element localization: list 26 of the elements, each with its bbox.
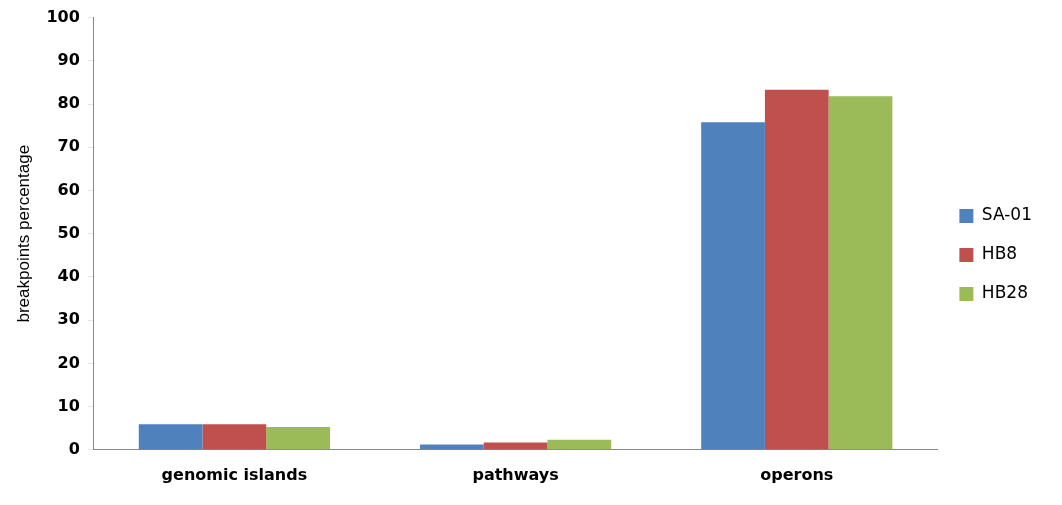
y-tick-label: 30 bbox=[57, 309, 80, 329]
bar bbox=[701, 122, 765, 450]
legend-label: SA-01 bbox=[981, 204, 1033, 225]
y-tick-label: 20 bbox=[57, 352, 80, 372]
y-tick-label: 0 bbox=[68, 438, 80, 458]
bar bbox=[828, 96, 893, 450]
x-tick-label: operons bbox=[760, 464, 834, 484]
y-tick-label: 60 bbox=[57, 179, 80, 199]
y-tick-label: 80 bbox=[57, 93, 80, 113]
bar bbox=[202, 424, 267, 450]
bar bbox=[138, 424, 203, 450]
bar bbox=[764, 89, 829, 450]
legend-label: HB28 bbox=[981, 282, 1028, 303]
bar bbox=[483, 442, 548, 450]
y-tick-label: 10 bbox=[57, 395, 80, 415]
y-axis-title: breakpoints percentage bbox=[13, 144, 33, 323]
y-tick-label: 90 bbox=[57, 49, 80, 69]
bar bbox=[266, 426, 330, 450]
y-tick-label: 100 bbox=[46, 6, 80, 26]
x-tick-label: genomic islands bbox=[161, 464, 308, 484]
x-tick-label: pathways bbox=[472, 464, 559, 484]
legend-label: HB8 bbox=[981, 243, 1018, 264]
y-tick-label: 50 bbox=[57, 222, 80, 242]
y-tick-label: 40 bbox=[57, 266, 80, 286]
y-tick-label: 70 bbox=[57, 136, 80, 156]
bar bbox=[547, 439, 612, 450]
